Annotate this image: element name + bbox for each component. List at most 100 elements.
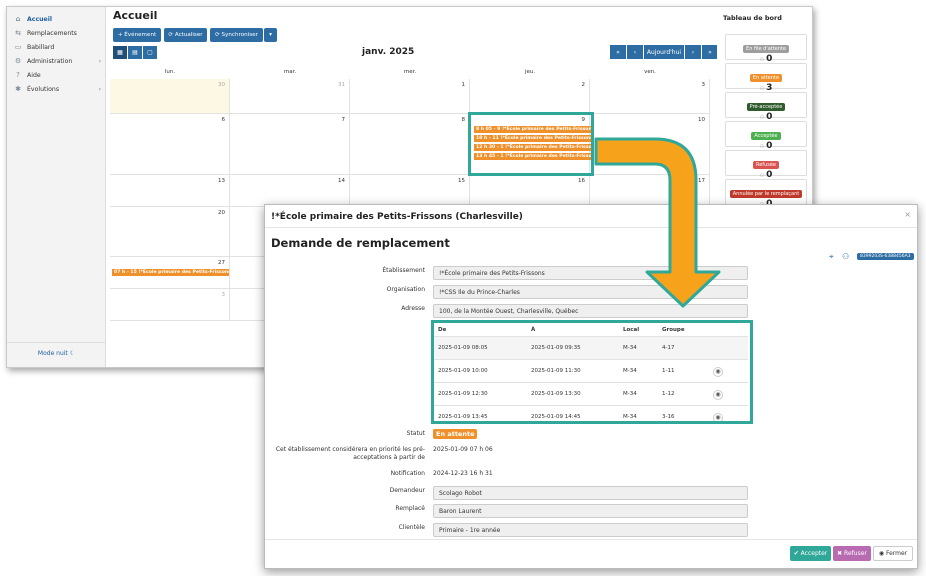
- calendar-event[interactable]: 12 h 30 - 1 !*École primaire des Petits-…: [474, 144, 591, 151]
- status-count: ⚇0: [726, 170, 806, 180]
- highlight-events-box: [468, 112, 594, 176]
- close-icon[interactable]: ×: [904, 210, 911, 219]
- sidebar-item-label: Remplacements: [27, 29, 77, 37]
- dashboard-card[interactable]: Refusée ⚇ 0: [725, 150, 807, 180]
- status-badge: En attente: [433, 429, 478, 439]
- status-count: ⚇ 3: [726, 83, 806, 93]
- next-month-button[interactable]: ›: [685, 45, 701, 59]
- sidebar-item-label: Aide: [27, 71, 41, 79]
- accept-button[interactable]: ✔ Accepter: [790, 546, 831, 561]
- add-event-button[interactable]: + Événement: [113, 28, 161, 42]
- refresh-button[interactable]: ⟳ Actualiser: [164, 28, 207, 42]
- calendar-day-cell[interactable]: 3: [110, 289, 230, 321]
- calendar-day-cell[interactable]: 13: [110, 175, 230, 207]
- sidebar-item-5[interactable]: ✱ Évolutions ›: [7, 82, 105, 96]
- table-cell: 2025-01-09 08:05: [438, 345, 488, 351]
- status-badge: Refusée: [752, 161, 779, 169]
- table-cell: M-34: [623, 345, 637, 351]
- dashboard-title: Tableau de bord: [723, 14, 782, 22]
- weekday-header: mar.: [283, 69, 297, 75]
- calendar-day-cell[interactable]: 20: [110, 207, 230, 257]
- calendar-day-cell[interactable]: 10: [590, 114, 710, 175]
- refuse-button[interactable]: ✖ Refuser: [833, 546, 871, 561]
- dashboard-card[interactable]: Pré-acceptée ⚇ 0: [725, 92, 807, 122]
- status-count: ⚇0: [726, 112, 806, 122]
- eye-icon[interactable]: ◉: [713, 390, 723, 400]
- users-icon: ⚇: [759, 57, 765, 63]
- eye-icon[interactable]: ◉: [713, 367, 723, 377]
- table-row: 2025-01-09 08:05 2025-01-09 09:35 M-34 4-17: [433, 336, 748, 359]
- status-count: ⚇0: [726, 141, 806, 151]
- sidebar-item-1[interactable]: ⇆ Remplacements: [7, 26, 105, 40]
- calendar-day-cell[interactable]: 27: [110, 257, 230, 289]
- adresse-label: Adresse: [401, 305, 425, 312]
- clientele-field: Primaire - 1re année: [433, 523, 748, 537]
- week-view-icon[interactable]: ▤: [128, 46, 142, 59]
- calendar-day-cell[interactable]: 30: [110, 79, 230, 114]
- table-row: 2025-01-09 10:00 2025-01-09 11:30 M-34 1-11…: [433, 359, 748, 382]
- request-id-badge: 8399203S-6388456A3: [857, 253, 914, 260]
- board-icon: ▭: [14, 43, 22, 51]
- table-cell: M-34: [623, 414, 637, 420]
- location-pin-icon[interactable]: ⌖: [829, 252, 834, 261]
- calendar-day-cell[interactable]: 1: [350, 79, 470, 114]
- day-view-icon[interactable]: ▢: [143, 46, 157, 59]
- users-icon: ⚇: [759, 115, 765, 121]
- calendar-day-cell[interactable]: 31: [230, 79, 350, 114]
- adresse-field: 100, de la Montée Ouest, Charlesville, Q…: [433, 304, 748, 318]
- month-view-icon[interactable]: ▦: [113, 46, 127, 59]
- status-badge: En attente: [749, 74, 783, 82]
- sidebar-item-2[interactable]: ▭ Babillard: [7, 40, 105, 54]
- prev-year-button[interactable]: «: [610, 45, 626, 59]
- sidebar-item-0[interactable]: ⌂ Accueil: [7, 12, 105, 26]
- today-button[interactable]: Aujourd'hui: [644, 45, 684, 59]
- calendar-day-cell[interactable]: 6: [110, 114, 230, 175]
- dashboard-card[interactable]: Acceptée ⚇ 0: [725, 121, 807, 151]
- table-cell: 2025-01-09 09:35: [531, 345, 581, 351]
- replacements-icon: ⇆: [15, 29, 21, 37]
- remplace-label: Remplacé: [395, 505, 425, 512]
- count-value: 0: [766, 54, 773, 64]
- count-value: 0: [766, 112, 773, 122]
- calendar-event[interactable]: 07 h - 15 !*École primaire des Petits-Fr…: [112, 269, 229, 276]
- col-groupe: Groupe: [662, 327, 685, 333]
- table-cell: M-34: [623, 368, 637, 374]
- month-title: janv. 2025: [362, 47, 415, 57]
- night-mode-toggle[interactable]: Mode nuit ☾: [37, 350, 76, 357]
- table-cell: 2025-01-09 13:30: [531, 391, 581, 397]
- count-value: 0: [766, 170, 773, 180]
- calendar-event[interactable]: 8 h 05 - 9 !*École primaire des Petits-F…: [474, 126, 591, 133]
- organisation-label: Organisation: [386, 286, 425, 293]
- gear-icon: ⚙: [14, 57, 22, 65]
- calendar-day-cell[interactable]: 7: [230, 114, 350, 175]
- calendar-event[interactable]: 13 h 45 - 1 !*École primaire des Petits-…: [474, 153, 591, 160]
- sync-button[interactable]: ⟳ Synchroniser: [210, 28, 263, 42]
- dashboard-card[interactable]: En attente ⚇ 3: [725, 63, 807, 93]
- notification-label: Notification: [390, 470, 425, 477]
- col-de: De: [438, 327, 447, 333]
- hierarchy-icon[interactable]: ⚇: [842, 252, 850, 261]
- next-year-button[interactable]: »: [702, 45, 718, 59]
- help-icon: ?: [16, 71, 20, 79]
- table-cell: 2025-01-09 11:30: [531, 368, 581, 374]
- home-icon: ⌂: [15, 15, 21, 23]
- close-button[interactable]: ◉ Fermer: [873, 546, 913, 561]
- table-cell: 2025-01-09 14:45: [531, 414, 581, 420]
- priority-label-line2: acceptations à partir de: [353, 454, 425, 461]
- sync-dropdown-button[interactable]: ▾: [264, 28, 277, 42]
- calendar-event[interactable]: 10 h - 11 !*École primaire des Petits-Fr…: [474, 135, 591, 142]
- col-local: Local: [623, 327, 640, 333]
- users-icon: ⚇: [759, 86, 765, 92]
- table-cell: 1-11: [662, 368, 675, 374]
- sidebar-item-label: Évolutions: [27, 85, 60, 93]
- sidebar-item-3[interactable]: ⚙ Administration ›: [7, 54, 105, 68]
- chevron-right-icon: ›: [98, 57, 101, 65]
- status-badge: En file d'attente: [743, 45, 789, 53]
- remplace-field: Baron Laurent: [433, 504, 748, 518]
- chevron-right-icon: ›: [98, 85, 101, 93]
- prev-month-button[interactable]: ‹: [627, 45, 643, 59]
- sidebar-item-4[interactable]: ? Aide: [7, 68, 105, 82]
- calendar-day-cell[interactable]: 3: [590, 79, 710, 114]
- dashboard-card[interactable]: En file d'attente ⚇ 0: [725, 34, 807, 64]
- evolutions-icon: ✱: [15, 85, 21, 93]
